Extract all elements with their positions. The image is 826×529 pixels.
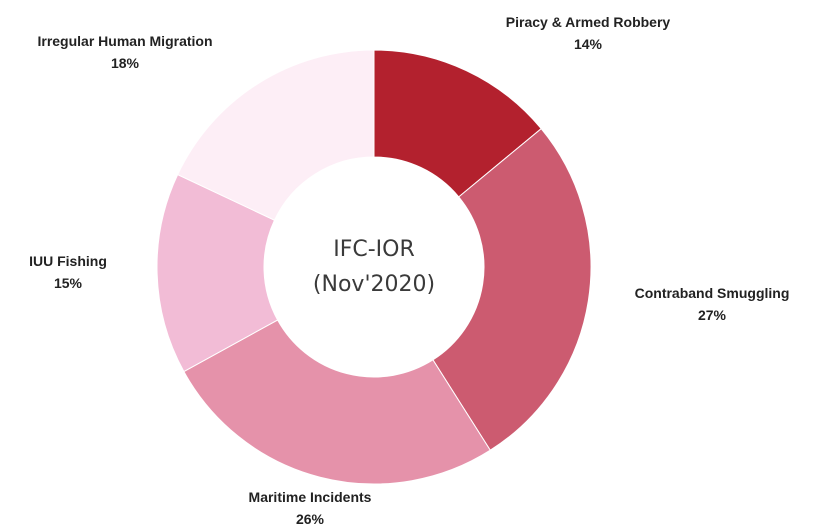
- slice-labels: Piracy & Armed Robbery 14% Contraband Smug…: [29, 14, 789, 527]
- slice-value-iuu-fishing: 15%: [54, 275, 83, 291]
- slice-value-irregular-human-migration: 18%: [111, 55, 140, 71]
- slice-value-piracy-armed-robbery: 14%: [574, 36, 603, 52]
- slice-label-iuu-fishing: IUU Fishing: [29, 253, 107, 269]
- donut-hole: [264, 157, 484, 377]
- slice-value-contraband-smuggling: 27%: [698, 307, 727, 323]
- slice-label-contraband-smuggling: Contraband Smuggling: [635, 285, 790, 301]
- slice-label-piracy-armed-robbery: Piracy & Armed Robbery: [506, 14, 671, 30]
- center-title: IFC-IOR: [333, 237, 415, 262]
- donut-slices: [156, 49, 592, 485]
- slice-label-maritime-incidents: Maritime Incidents: [249, 489, 372, 505]
- slice-label-irregular-human-migration: Irregular Human Migration: [37, 33, 212, 49]
- center-subtitle: (Nov'2020): [313, 272, 435, 297]
- slice-value-maritime-incidents: 26%: [296, 511, 325, 527]
